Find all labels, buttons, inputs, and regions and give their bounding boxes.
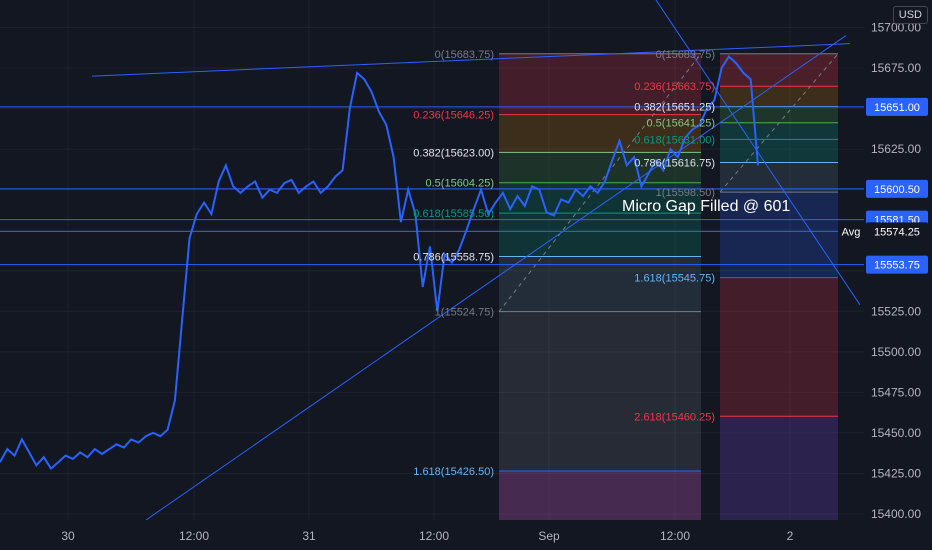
fib-labels: 0(15683.75) 0.236(15646.25) 0.382(15623.00… (413, 49, 715, 478)
y-tick-label: 15450.00 (871, 426, 921, 440)
y-tick-label: 15475.00 (871, 385, 921, 399)
y-tick-label: 15425.00 (871, 466, 921, 480)
rising-trend-line (145, 35, 847, 521)
fib-left-label: 0.382(15623.00) (413, 147, 494, 159)
fib-right-label: 0.786(15616.75) (634, 157, 715, 169)
fib-right-zone (720, 416, 838, 520)
fib-right-zone (720, 162, 838, 193)
fib-right-zone (720, 53, 838, 87)
fib-left-label: 0.786(15558.75) (413, 252, 494, 264)
chart-annotation: Micro Gap Filled @ 601 (622, 198, 791, 215)
fib-left-zone (499, 213, 701, 257)
y-tick-label: 15400.00 (871, 507, 921, 521)
price-tag-label: 15574.25 (874, 226, 920, 238)
price-tag-bg (866, 222, 928, 241)
fib-left-zone (499, 471, 701, 520)
y-axis[interactable]: 15400.00 15425.00 15450.00 15475.00 15500.00… (871, 20, 921, 521)
price-series (0, 55, 759, 471)
x-tick-label: 31 (302, 529, 316, 543)
fib-left-trend-dash (498, 53, 702, 312)
fib-left-zone (499, 256, 701, 312)
fib-right-label: 0.236(15663.75) (634, 81, 715, 93)
currency-button[interactable]: USD (892, 6, 928, 24)
y-tick-label: 15675.00 (871, 61, 921, 75)
fib-right-label: 1.618(15545.75) (634, 273, 715, 285)
fib-right-label: 0.618(15631.00) (634, 134, 715, 146)
fib-left-label: 1.618(15426.50) (413, 466, 494, 478)
fib-left-label: 0.236(15646.25) (413, 110, 494, 122)
fib-left-label: 0.5(15604.25) (426, 178, 495, 190)
upper-trend-line (91, 43, 851, 77)
price-tag-label: 15553.75 (874, 260, 920, 272)
x-tick-label: 12:00 (419, 529, 449, 543)
fib-right-zone (720, 277, 838, 417)
fib-right-zone (720, 106, 838, 123)
fib-right-label: 0.382(15651.25) (634, 102, 715, 114)
fib-left-zone (499, 311, 701, 472)
fib-left-label: 0.618(15585.50) (413, 208, 494, 220)
price-line (0, 55, 759, 471)
fib-right-zone (720, 86, 838, 107)
fib-left-label: 0(15683.75) (435, 49, 494, 61)
price-tags: 15651.0015600.5015581.5015574.25Avg15553… (838, 97, 928, 274)
x-axis[interactable]: 30 12:00 31 12:00 Sep 12:00 2 (61, 529, 793, 543)
price-tag-label: 15600.50 (874, 184, 920, 196)
fib-right-zone (720, 122, 838, 140)
fib-right-zone (720, 192, 838, 278)
x-tick-label: 12:00 (179, 529, 209, 543)
y-tick-label: 15625.00 (871, 142, 921, 156)
trend-lines (91, 0, 861, 521)
fib-left-zone (499, 114, 701, 153)
price-tag-bg (866, 255, 928, 274)
fib-right-trend-dash (719, 53, 839, 193)
price-tag-label: 15651.00 (874, 102, 920, 114)
fib-right-label: 0.5(15641.25) (647, 118, 716, 130)
x-tick-label: Sep (538, 529, 560, 543)
fib-left-zone (499, 53, 701, 115)
fib-right-label: 0(15683.75) (656, 49, 715, 61)
fib-left-label: 1(15524.75) (435, 307, 494, 319)
fib-right-label: 2.618(15460.25) (634, 411, 715, 423)
x-tick-label: 2 (787, 529, 794, 543)
y-tick-label: 15525.00 (871, 304, 921, 318)
fib-zones (498, 53, 839, 520)
falling-trend-line (655, 0, 861, 306)
avg-tag-label: Avg (842, 226, 861, 238)
x-tick-label: 12:00 (660, 529, 690, 543)
avg-tag-bg (838, 222, 864, 241)
fib-right-zone (720, 139, 838, 163)
fib-left-zone (499, 471, 701, 520)
fib-right-label: 1(15598.50) (656, 187, 715, 199)
price-tag-bg (866, 97, 928, 116)
price-tag-bg (866, 179, 928, 198)
y-tick-label: 15500.00 (871, 345, 921, 359)
x-tick-label: 30 (61, 529, 75, 543)
